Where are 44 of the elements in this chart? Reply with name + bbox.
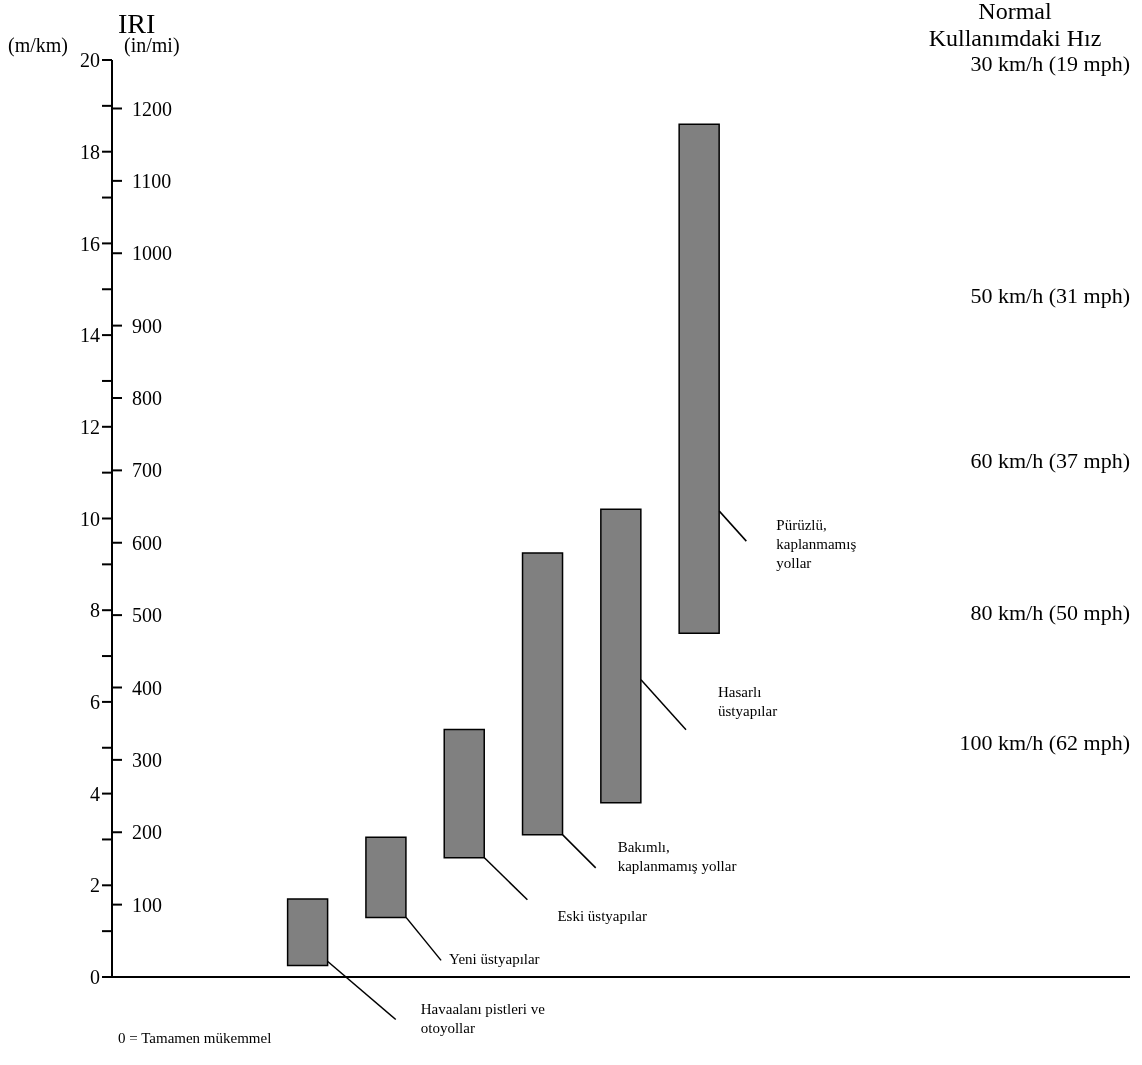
y2-tick-label: 500	[132, 604, 162, 627]
text: Havaalanı pistleri ve otoyollar	[420, 999, 545, 1038]
annotation: 100 km/h (62 mph)	[959, 730, 1130, 756]
annotation: 30 km/h (19 mph)	[970, 51, 1130, 77]
annotation: 50 km/h (31 mph)	[970, 283, 1130, 309]
bar	[443, 728, 485, 859]
y2-tick-label: 300	[132, 748, 162, 771]
y2-tick-label: 100	[132, 893, 162, 916]
y2-axis-title: (in/mi)	[124, 34, 180, 57]
annotation: Hasarlı üstyapılar	[718, 682, 778, 721]
annotation: 80 km/h (50 mph)	[970, 600, 1130, 626]
y-tick-label: 6	[90, 691, 100, 713]
bar	[678, 123, 720, 634]
y-tick-label: 20	[80, 49, 100, 72]
y-tick-label: 10	[80, 507, 100, 530]
y2-tick-label: 700	[132, 459, 162, 482]
y-tick-label: 2	[90, 874, 100, 897]
y-axis-title: (m/km)	[8, 34, 68, 57]
annotation: Yeni üstyapılar	[449, 950, 540, 970]
text: 0 = Tamamen mükemmel	[118, 1030, 272, 1047]
y-tick-label: 12	[80, 415, 100, 438]
bar	[600, 508, 642, 804]
text: Normal Kullanımdaki Hız	[927, 0, 1103, 52]
y-tick-label: 8	[90, 599, 100, 622]
y2-tick-label: 200	[132, 821, 162, 844]
bar	[521, 552, 564, 836]
y-tick-label: 16	[80, 232, 100, 255]
y-tick-label: 0	[90, 966, 100, 989]
y2-tick-label: 1100	[132, 169, 172, 192]
annotation: Eski üstyapılar	[557, 906, 647, 926]
y-tick-label: 18	[80, 140, 100, 163]
y2-tick-label: 1200	[132, 97, 172, 120]
y2-tick-label: 800	[132, 387, 162, 410]
y-tick-label: 4	[90, 782, 100, 805]
y2-tick-label: 1000	[132, 242, 172, 265]
y-tick-label: 14	[80, 324, 100, 347]
bar	[286, 898, 329, 967]
bar	[365, 836, 407, 919]
y2-tick-label: 400	[132, 676, 162, 699]
y2-tick-label: 900	[132, 314, 162, 337]
annotation: Pürüzlü, kaplanmamış yollar	[776, 516, 857, 574]
annotation: 60 km/h (37 mph)	[970, 448, 1130, 474]
y2-tick-label: 600	[132, 531, 162, 554]
annotation: Bakımlı, kaplanmamış yollar	[617, 837, 737, 876]
